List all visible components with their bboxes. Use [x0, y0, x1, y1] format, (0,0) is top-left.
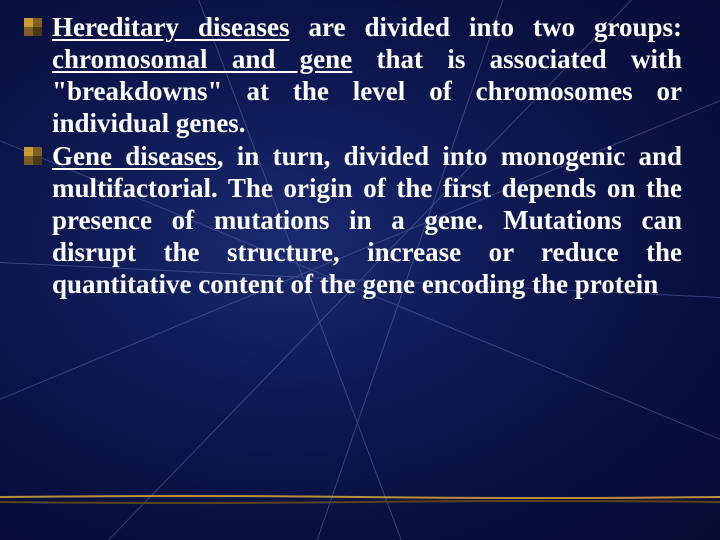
slide: Hereditary diseases are divided into two… — [0, 0, 720, 540]
bullet-icon — [24, 147, 44, 167]
text-run: Hereditary diseases — [52, 12, 289, 42]
text-run: are divided into two groups: — [289, 12, 682, 42]
paragraph: Gene diseases, in turn, divided into mon… — [52, 141, 682, 300]
content-area: Hereditary diseases are divided into two… — [52, 12, 682, 303]
footer-divider — [0, 495, 720, 505]
paragraph: Hereditary diseases are divided into two… — [52, 12, 682, 139]
bullet-icon — [24, 18, 44, 38]
text-run: chromosomal and gene — [52, 44, 352, 74]
text-run: Gene diseases — [52, 141, 217, 171]
